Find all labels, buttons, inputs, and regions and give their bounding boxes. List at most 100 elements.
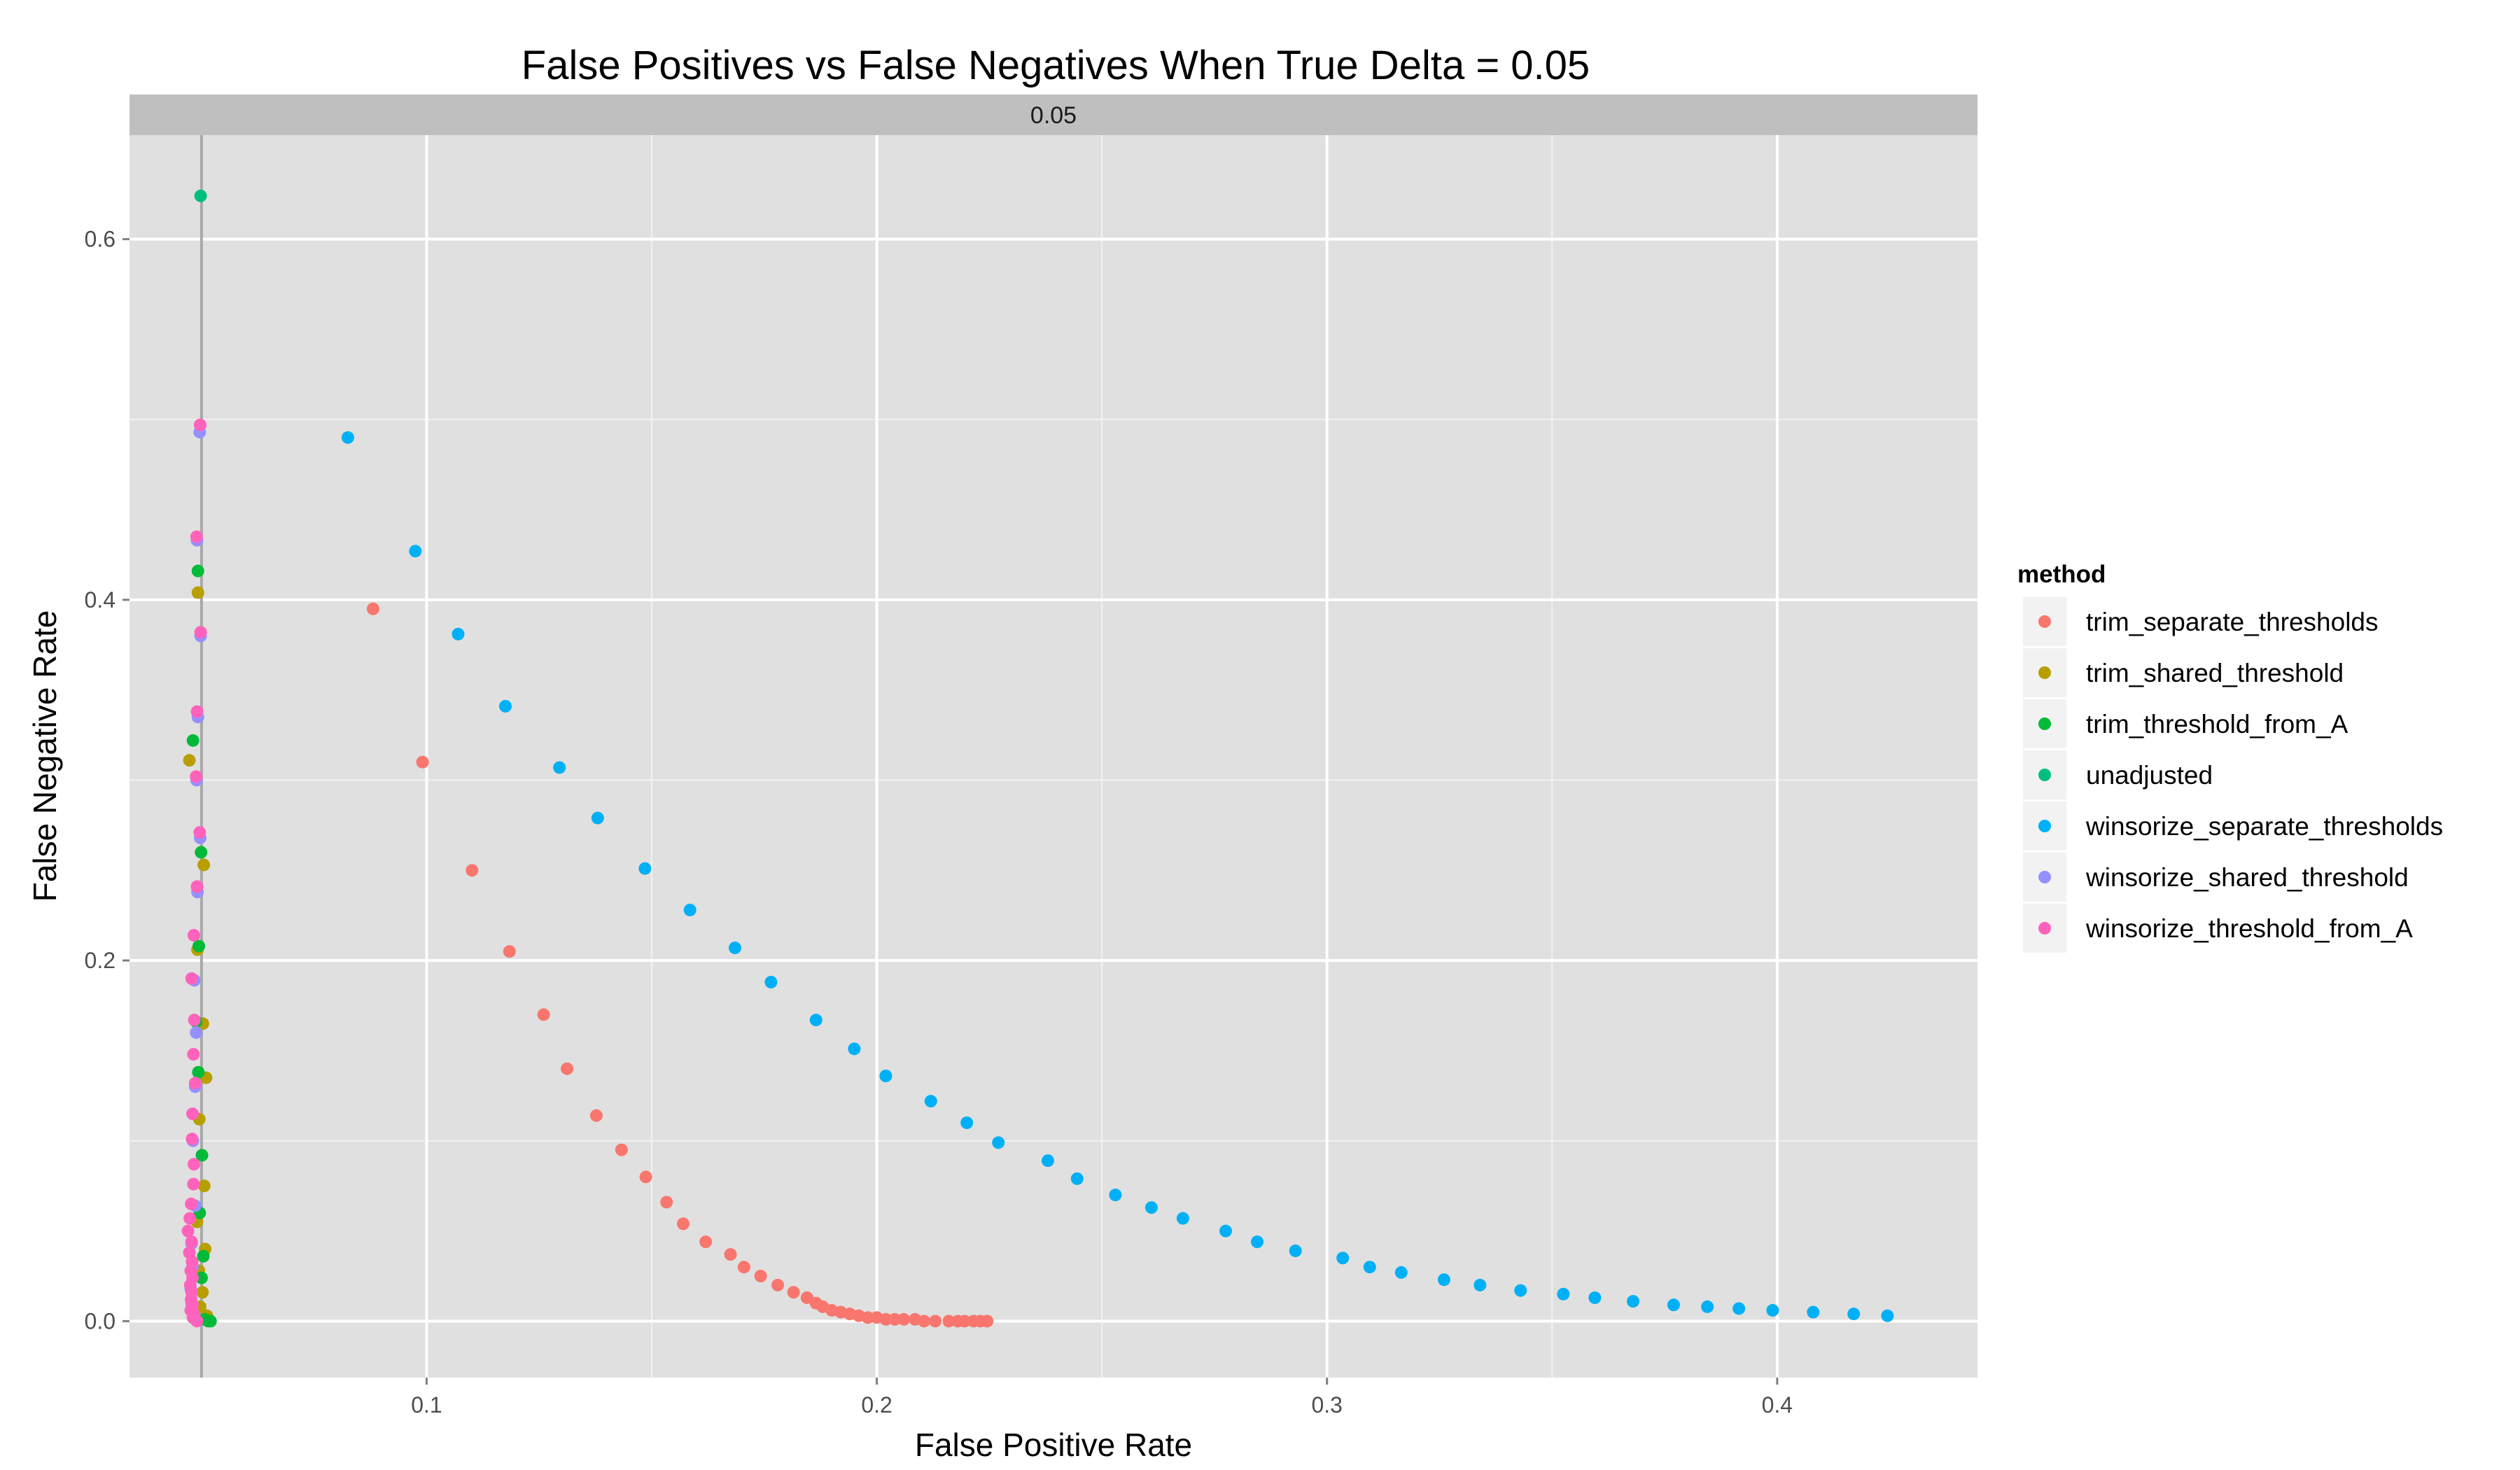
data-point xyxy=(787,1286,800,1299)
data-point xyxy=(1881,1309,1894,1322)
data-point xyxy=(737,1261,750,1274)
legend-key-point xyxy=(2038,718,2051,730)
data-point xyxy=(615,1143,628,1156)
data-point xyxy=(195,1271,208,1284)
data-point xyxy=(185,1236,198,1249)
data-point xyxy=(193,826,206,839)
data-point xyxy=(553,761,566,774)
grid xyxy=(130,135,1977,1378)
data-point xyxy=(879,1070,892,1083)
data-point xyxy=(1394,1266,1408,1279)
data-point xyxy=(195,846,208,859)
data-point xyxy=(699,1236,713,1249)
legend-label: trim_shared_threshold xyxy=(2086,659,2344,687)
data-point xyxy=(728,941,741,955)
legend-label: winsorize_shared_threshold xyxy=(2085,863,2409,892)
data-point xyxy=(888,1312,902,1326)
data-point xyxy=(1588,1291,1602,1304)
legend-key-point xyxy=(2038,615,2051,628)
data-point xyxy=(191,564,204,578)
data-point xyxy=(197,1180,211,1193)
data-point xyxy=(1176,1212,1189,1225)
data-point xyxy=(187,1158,200,1171)
data-point xyxy=(1474,1278,1487,1292)
x-tick-label: 0.2 xyxy=(861,1392,892,1418)
data-point xyxy=(451,627,465,640)
y-axis-title: False Negative Rate xyxy=(27,610,63,902)
data-point xyxy=(185,1197,198,1210)
data-point xyxy=(1847,1308,1861,1321)
legend-title: method xyxy=(2017,561,2106,588)
data-point xyxy=(589,1109,603,1122)
data-point xyxy=(861,1311,874,1324)
y-tick-label: 0.0 xyxy=(85,1308,115,1334)
y-tick-label: 0.4 xyxy=(85,587,115,612)
data-point xyxy=(1701,1300,1714,1313)
data-point xyxy=(187,929,200,942)
data-point xyxy=(188,1077,202,1090)
data-point xyxy=(1627,1295,1640,1308)
data-point xyxy=(193,418,206,431)
legend-key-point xyxy=(2038,820,2051,832)
data-point xyxy=(191,586,204,599)
data-point xyxy=(1732,1302,1746,1315)
data-point xyxy=(341,431,354,444)
data-point xyxy=(960,1116,974,1129)
data-point xyxy=(194,189,207,202)
data-point xyxy=(764,976,778,989)
data-point xyxy=(1514,1284,1527,1297)
data-point xyxy=(1336,1252,1350,1265)
data-point xyxy=(204,1315,217,1328)
data-point xyxy=(1041,1154,1054,1168)
series-unadjusted xyxy=(194,189,207,202)
x-tick-label: 0.1 xyxy=(411,1392,442,1418)
legend-key-point xyxy=(2038,666,2051,679)
data-point xyxy=(683,903,696,916)
data-point xyxy=(186,1107,200,1121)
legend-label: trim_threshold_from_A xyxy=(2086,710,2348,738)
data-point xyxy=(1766,1303,1779,1317)
data-point xyxy=(465,864,479,877)
data-point xyxy=(1807,1306,1820,1319)
data-point xyxy=(809,1014,822,1027)
legend-key-point xyxy=(2038,769,2051,781)
data-point xyxy=(190,880,204,893)
legend-label: trim_separate_thresholds xyxy=(2086,608,2379,636)
data-points xyxy=(181,189,1894,1328)
data-point xyxy=(958,1315,971,1328)
data-point xyxy=(181,1224,195,1238)
data-point xyxy=(638,862,652,875)
data-point xyxy=(942,1315,955,1328)
data-point xyxy=(190,770,203,783)
facet-strip xyxy=(130,94,1977,135)
data-point xyxy=(186,1133,199,1146)
data-point xyxy=(897,1312,911,1326)
data-point xyxy=(1070,1172,1084,1185)
data-point xyxy=(188,1014,201,1027)
data-point xyxy=(192,939,206,953)
axes: 0.1 0.2 0.3 0.4 0.0 0.2 0.4 0.6 xyxy=(85,227,1793,1418)
data-point xyxy=(1109,1189,1122,1202)
data-point xyxy=(561,1062,574,1075)
data-point xyxy=(537,1008,550,1021)
data-point xyxy=(183,1212,197,1225)
legend-label: winsorize_threshold_from_A xyxy=(2085,914,2413,943)
data-point xyxy=(1219,1224,1232,1238)
y-tick-label: 0.2 xyxy=(85,948,115,973)
data-point xyxy=(195,1149,209,1162)
data-point xyxy=(929,1315,942,1328)
legend-key-point xyxy=(2038,871,2051,883)
data-point xyxy=(992,1136,1005,1149)
data-point xyxy=(848,1042,861,1056)
data-point xyxy=(591,811,604,825)
data-point xyxy=(190,705,204,718)
legend: method trim_separate_thresholds trim_shar… xyxy=(2017,561,2443,953)
data-point xyxy=(754,1269,767,1282)
data-point xyxy=(1363,1261,1376,1274)
data-point xyxy=(1667,1298,1680,1312)
data-point xyxy=(183,754,196,767)
y-tick-label: 0.6 xyxy=(85,227,115,252)
data-point xyxy=(197,1250,210,1263)
data-point xyxy=(918,1315,931,1328)
data-point xyxy=(1289,1244,1302,1257)
